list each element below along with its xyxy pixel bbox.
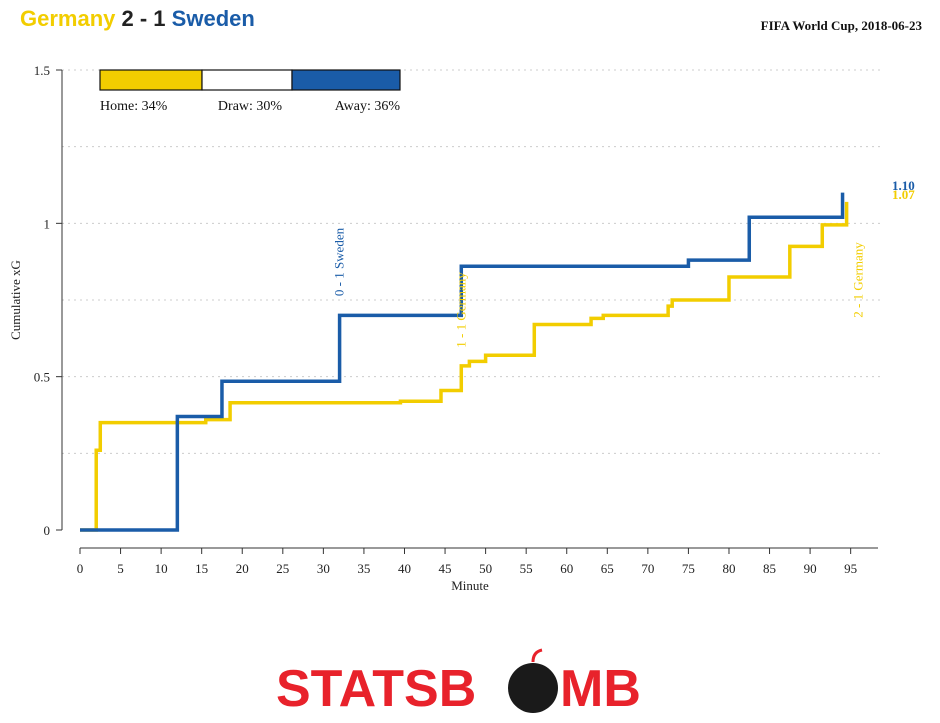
y-tick-label: 0.5 xyxy=(34,370,50,385)
goal-annotation: 2 - 1 Germany xyxy=(851,242,866,318)
prob-bar-home xyxy=(99,69,203,91)
x-tick-label: 10 xyxy=(155,561,168,576)
x-tick-label: 75 xyxy=(682,561,695,576)
x-tick-label: 35 xyxy=(357,561,370,576)
final-xg-label-sweden: 1.10 xyxy=(892,178,915,193)
x-tick-label: 5 xyxy=(117,561,124,576)
xg-line-germany xyxy=(80,201,849,532)
prob-label-home: Home: 34% xyxy=(100,99,168,114)
x-tick-label: 90 xyxy=(804,561,817,576)
x-tick-label: 25 xyxy=(276,561,289,576)
x-tick-label: 95 xyxy=(844,561,857,576)
goal-annotation: 0 - 1 Sweden xyxy=(332,227,347,296)
brand-text-right: MB xyxy=(560,660,641,718)
x-tick-label: 40 xyxy=(398,561,411,576)
home-team-name: Germany xyxy=(20,6,116,31)
x-tick-label: 20 xyxy=(236,561,249,576)
xg-timeline-chart: 0 0.5 1 1.5 Cumulative xG 0 5 10 15 20 25 30 35 40 45 5… xyxy=(8,63,915,593)
competition-label: FIFA World Cup, 2018-06-23 xyxy=(760,18,922,33)
x-tick-label: 15 xyxy=(195,561,208,576)
x-tick-label: 45 xyxy=(439,561,452,576)
y-axis-label: Cumulative xG xyxy=(8,260,23,340)
x-tick-label: 55 xyxy=(520,561,533,576)
prob-label-away: Away: 36% xyxy=(335,99,401,114)
x-tick-label: 0 xyxy=(77,561,84,576)
prob-bar-draw xyxy=(201,69,293,91)
x-tick-label: 80 xyxy=(722,561,735,576)
brand-text-left: STATSB xyxy=(276,660,476,718)
x-tick-label: 30 xyxy=(317,561,330,576)
x-tick-label: 65 xyxy=(601,561,614,576)
goal-annotation: 1 - 1 Germany xyxy=(453,272,468,348)
away-team-name: Sweden xyxy=(171,6,255,31)
match-score: 2 - 1 xyxy=(121,6,166,31)
statsbomb-logo-mark: STATSB MB xyxy=(276,648,641,718)
match-title: Germany 2 - 1 Sweden xyxy=(20,6,255,32)
bomb-icon xyxy=(508,663,558,713)
x-tick-label: 60 xyxy=(560,561,573,576)
x-tick-label: 50 xyxy=(479,561,492,576)
x-tick-label: 85 xyxy=(763,561,776,576)
final-xg-label-germany: 1.07 xyxy=(892,187,915,202)
prob-bar-away xyxy=(291,69,401,91)
xg-line-sweden xyxy=(80,192,845,532)
y-tick-label: 0 xyxy=(44,523,51,538)
y-tick-label: 1 xyxy=(44,216,51,231)
x-axis-label: Minute xyxy=(451,578,489,593)
bomb-fuse-icon xyxy=(531,648,543,663)
y-tick-label: 1.5 xyxy=(34,63,50,78)
x-tick-label: 70 xyxy=(641,561,654,576)
statsbomb-logo: STATSB MB xyxy=(0,648,940,723)
prob-label-draw: Draw: 30% xyxy=(218,99,282,114)
